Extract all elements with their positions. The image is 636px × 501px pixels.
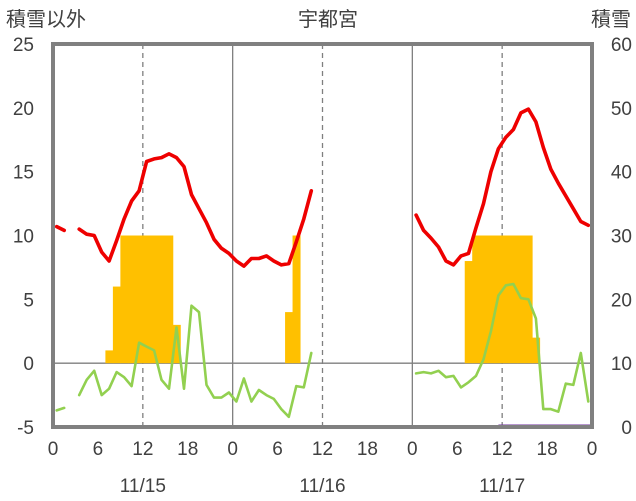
left-y-tick-label: 20 (13, 99, 34, 120)
right-axis-label: 積雪 (591, 8, 631, 31)
precipitation-bar (135, 235, 144, 364)
precipitation-bar (150, 235, 159, 364)
x-tick-label: 0 (48, 439, 59, 460)
x-tick-label: 18 (177, 439, 198, 460)
precipitation-bar (112, 286, 121, 364)
precipitation-bar (292, 235, 301, 364)
right-y-axis: 0 10 20 30 40 50 60 (611, 35, 632, 439)
temperature-line (77, 152, 314, 268)
date-label: 11/17 (479, 476, 525, 497)
precipitation-bar (464, 261, 473, 364)
left-y-tick-label: -5 (17, 418, 34, 439)
precipitation-bar (127, 235, 136, 364)
x-tick-label: 0 (227, 439, 238, 460)
x-axis: 0 6 12 18 0 6 12 18 0 6 12 18 0 (48, 439, 598, 460)
right-y-tick-label: 30 (611, 227, 632, 248)
left-y-tick-label: 5 (23, 290, 34, 311)
x-tick-label: 6 (452, 439, 463, 460)
precipitation-bar (509, 235, 518, 364)
precipitation-bar (142, 235, 151, 364)
plot-frame (51, 42, 594, 429)
date-label: 11/16 (299, 476, 345, 497)
green-series-line (414, 282, 590, 414)
precipitation-bar (487, 235, 496, 364)
chart-title: 宇都宮 (298, 8, 358, 31)
left-axis-label: 積雪以外 (6, 8, 86, 31)
date-labels: 11/15 11/16 11/17 (120, 476, 525, 497)
x-tick-label: 12 (312, 439, 333, 460)
right-y-tick-label: 40 (611, 163, 632, 184)
precipitation-bar (285, 312, 294, 364)
x-tick-label: 18 (357, 439, 378, 460)
x-tick-label: 12 (492, 439, 513, 460)
precipitation-bar (479, 235, 488, 364)
precipitation-bar (120, 235, 129, 364)
right-y-tick-label: 10 (611, 354, 632, 375)
plot-border (51, 42, 594, 429)
x-tick-label: 18 (537, 439, 558, 460)
left-y-axis: -5 0 5 10 15 20 25 (13, 35, 34, 439)
precipitation-bar (172, 324, 181, 364)
x-tick-label: 6 (272, 439, 283, 460)
precipitation-bar (165, 235, 174, 364)
right-y-tick-label: 0 (621, 418, 632, 439)
precipitation-bar (472, 235, 481, 364)
temperature-line (414, 107, 591, 267)
precipitation-bar (157, 235, 166, 364)
green-series-line (77, 304, 313, 419)
date-label: 11/15 (120, 476, 166, 497)
x-tick-label: 0 (587, 439, 598, 460)
left-y-tick-label: 15 (13, 163, 34, 184)
precipitation-bar (532, 337, 541, 364)
green-series-line (55, 406, 66, 412)
left-y-tick-label: 0 (23, 354, 34, 375)
right-y-tick-label: 20 (611, 290, 632, 311)
x-tick-label: 0 (407, 439, 418, 460)
precipitation-bar (105, 350, 114, 364)
temperature-line (54, 224, 66, 233)
left-y-tick-label: 25 (13, 35, 34, 56)
x-tick-label: 12 (132, 439, 153, 460)
right-y-tick-label: 50 (611, 99, 632, 120)
x-tick-label: 6 (93, 439, 104, 460)
precipitation-bar (502, 235, 511, 364)
right-y-tick-label: 60 (611, 35, 632, 56)
left-y-tick-label: 10 (13, 227, 34, 248)
